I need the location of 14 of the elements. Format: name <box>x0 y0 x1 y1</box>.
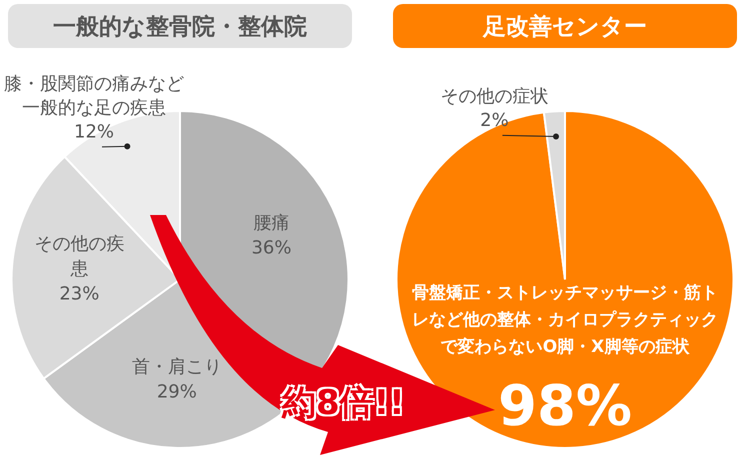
slice-label: その他の疾患 <box>34 234 124 280</box>
chart-title: 足改善センター <box>393 4 737 48</box>
chart-title: 一般的な整骨院・整体院 <box>8 4 352 48</box>
slice-label: 腰痛 <box>253 212 290 234</box>
data-label: 36% <box>251 238 292 259</box>
data-label: 29% <box>156 382 197 403</box>
data-label: 23% <box>59 284 100 305</box>
data-label: 2% <box>480 110 509 132</box>
data-label: 12% <box>74 122 114 143</box>
slice-label: その他の症状 <box>440 86 548 108</box>
slice-label: 首・肩こり <box>132 356 222 378</box>
data-label: 98% <box>498 374 632 440</box>
slice-label: 骨盤矯正・ストレッチマッサージ・筋トレなど他の整体・カイロプラクティックで変わらないO脚・X脚等の症状 <box>412 282 718 357</box>
slice-label: 膝・股関節の痛みなど一般的な足の疾患 <box>4 74 184 119</box>
